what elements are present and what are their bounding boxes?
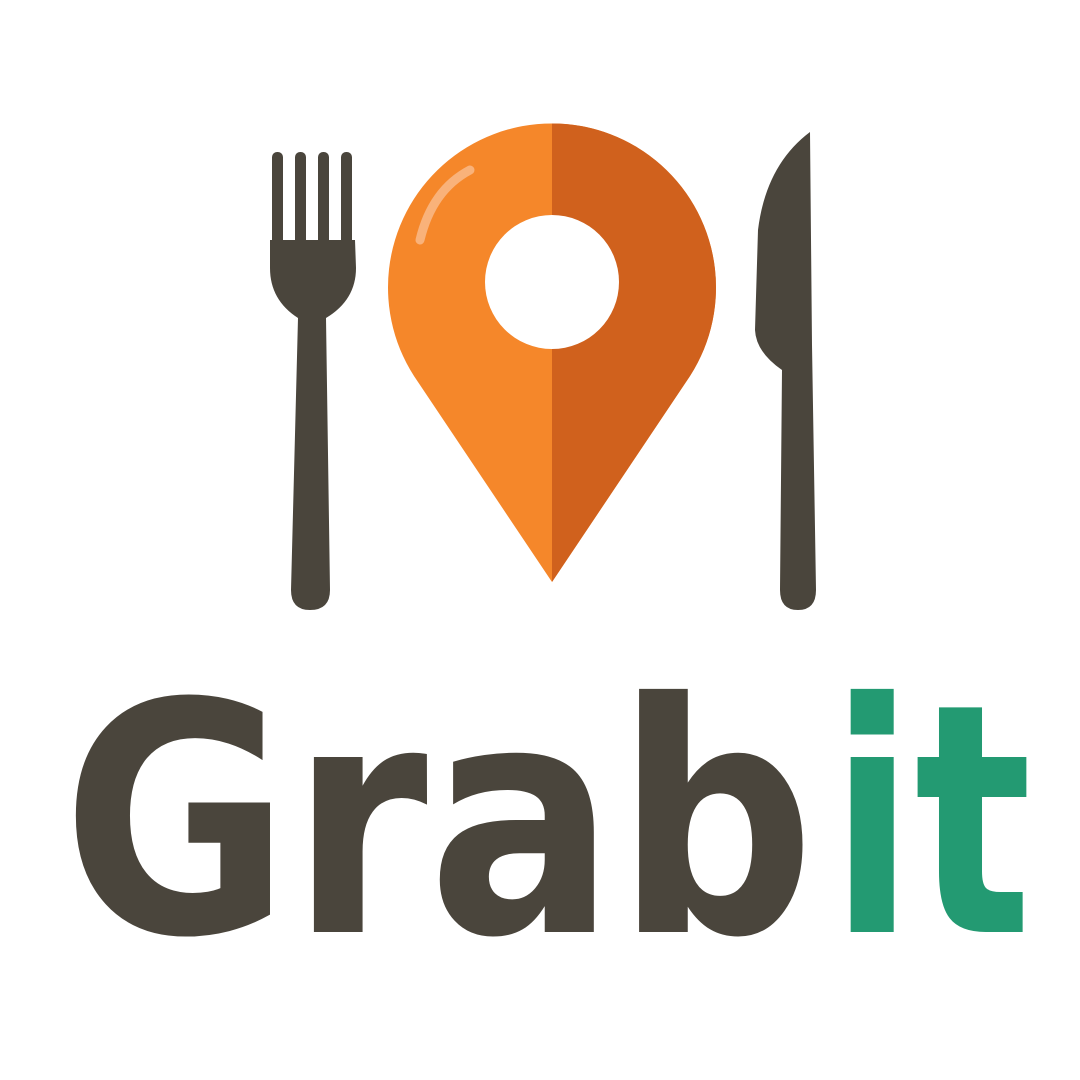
fork-icon [270,152,356,610]
wordmark-main: Grab [62,636,815,1008]
wordmark-accent: it [830,636,1032,1008]
knife-icon [755,132,816,610]
pin-icon [388,123,717,583]
